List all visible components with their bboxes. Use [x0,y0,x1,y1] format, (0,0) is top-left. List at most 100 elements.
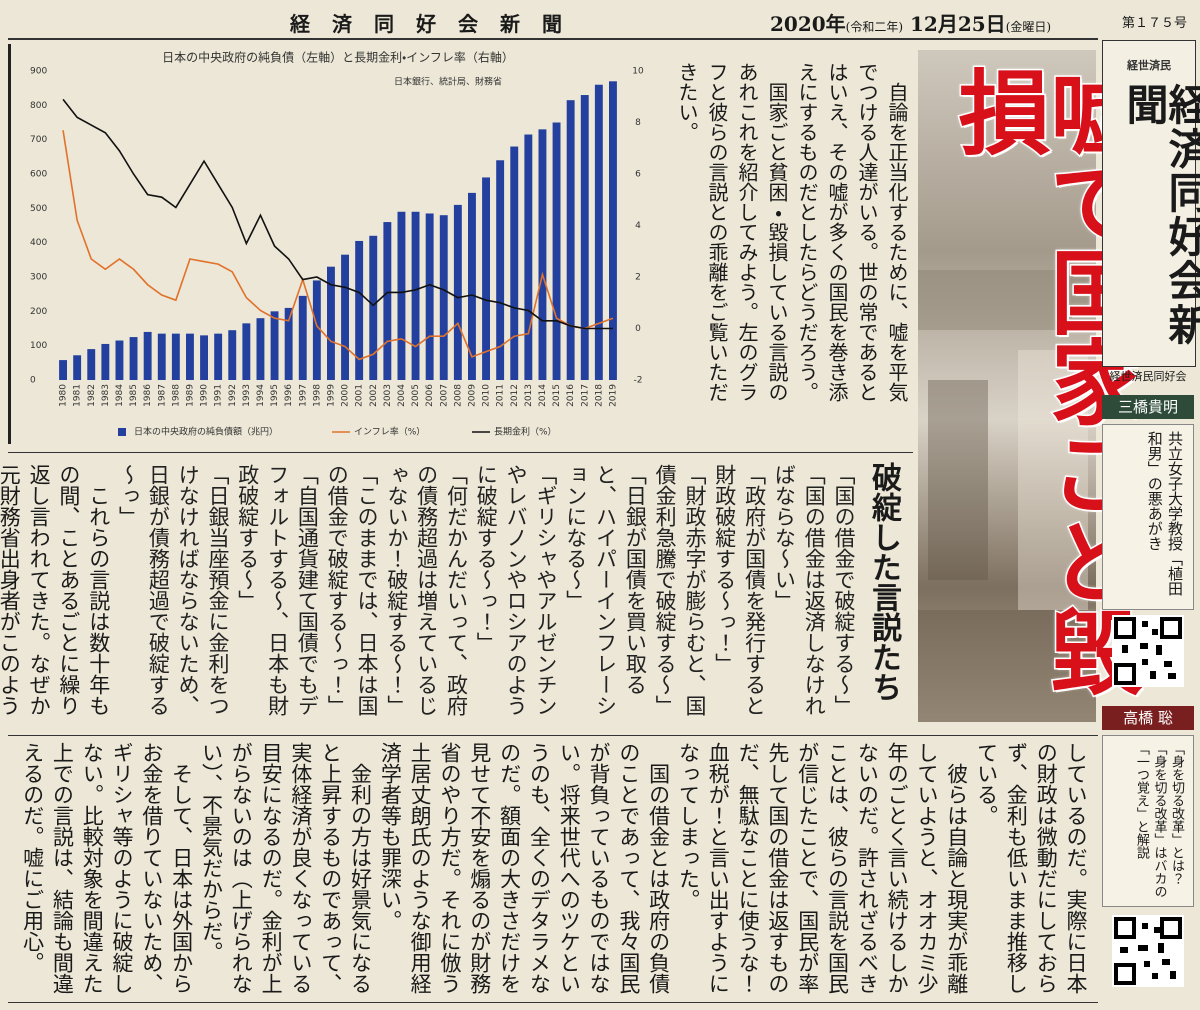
x-tick-label: 2018 [594,384,604,407]
x-tick-label: 1997 [298,384,308,407]
x-tick-label: 2016 [566,384,576,407]
x-tick-label: 2014 [538,384,548,407]
bar [355,240,364,380]
x-tick-label: 1993 [242,384,252,407]
paragraph: 彼らは自論と現実が乖離していようと、オオカミ少年のごとく言い続けるしかないのだ。… [676,742,969,994]
paragraph: 自論を正当化するために、嘘を平気でつける人達がいる。世の常であるとはいえ、その嘘… [795,62,909,402]
sidebar-paper-name: 経済同好会新聞 [1120,83,1200,347]
y-tick-label: 0 [30,376,36,386]
paragraph: 「ギリシャやアルゼンチンやレバノンやロシアのように破綻する～っ！」 [474,464,558,716]
bar [411,211,420,380]
bar [200,335,208,380]
x-tick-label: 1999 [326,384,336,407]
bar [552,122,561,380]
bar [609,81,617,381]
issue-date: 2020年(令和二年) 12月25日(金曜日) [770,8,1051,37]
bar [256,318,265,380]
bar [397,211,406,380]
chart: 日本の中央政府の純負債（左軸）と長期金利・インフレ率（右軸） 日本銀行、統計局、… [30,50,644,438]
x-tick-label: 2011 [496,384,506,407]
date-era: (令和二年) [845,20,904,34]
x-tick-label: 2002 [369,384,379,407]
bar [115,340,124,380]
bar [157,333,166,380]
sidebar-masthead: 経世済民 経済同好会新聞 [1102,40,1200,367]
y-tick-label: 400 [30,238,47,248]
paragraph: そして、日本は外国からお金を借りていないため、ギリシャ等のように破綻しない。比較… [20,742,194,994]
legend-label: 日本の中央政府の純負債額（兆円） [134,426,278,438]
y-tick-label: 900 [30,67,47,77]
y2-tick-label: 2 [635,273,641,283]
x-tick-label: 2010 [482,384,492,407]
bar [383,222,392,380]
section-rule [8,452,913,453]
x-tick-label: 1988 [171,384,181,407]
bar [73,355,82,380]
author-tag: 高橋 聡 [1102,706,1194,730]
lead-article: 自論を正当化するために、嘘を平気でつける人達がいる。世の常であるとはいえ、その嘘… [675,62,912,412]
bar [270,311,279,380]
x-tick-label: 1996 [284,384,294,407]
line [62,130,614,361]
bar [143,331,152,380]
x-tick-label: 1998 [312,384,322,407]
bottom-article: しているのだ。実際に日本の財政は微動だにしておらず、金利も低いまま推移している。… [21,742,1090,1004]
y-tick-label: 200 [30,307,47,317]
section-article: 「国の借金で破綻する～」 「国の借金は返済しなければならな～い」 「政府が国債を発行… [0,464,858,726]
paragraph: 「日銀当座預金に金利をつけなければならないため、日銀が債務超過で破綻する～っ」 [116,464,230,716]
legend-label: 長期金利（%） [494,426,557,438]
bar [524,134,533,380]
paragraph: 金利の方は好景気になると上昇するものであって、実体経済が良くなっている目安になる… [199,742,373,994]
y-tick-label: 300 [30,273,47,283]
bar [538,129,547,380]
x-tick-label: 2019 [608,384,618,407]
chart-source: 日本銀行、統計局、財務省 [394,76,502,88]
paragraph: 「このままでは、日本は国の借金で破綻する～っ！」 [325,464,379,716]
y2-tick-label: 6 [635,170,641,180]
section-heading: 破綻した言説たち [866,462,901,702]
bar [580,95,589,381]
paragraph: 「何だかんだいって、政府の債務超過は増えているじゃないか！破綻する～！」 [384,464,469,716]
bar [594,84,603,380]
x-tick-label: 2009 [467,384,477,407]
bar [214,333,223,380]
x-tick-label: 2000 [341,384,351,407]
bar [425,213,434,380]
y-tick-label: 600 [30,170,47,180]
bar [284,307,293,380]
y-tick-label: 500 [30,204,47,214]
x-tick-label: 1981 [73,384,83,407]
y2-tick-label: 8 [635,118,641,128]
bar [482,177,490,380]
bar [87,349,96,380]
x-tick-label: 1991 [214,384,224,407]
photo [918,50,1096,722]
y2-tick-label: -2 [634,376,643,386]
bar [341,254,349,380]
chart-edge [8,44,11,444]
sidebar-motto: 経世済民 [1127,59,1171,72]
x-tick-label: 1982 [87,384,97,407]
x-tick-label: 2008 [453,384,463,407]
section-rule [8,735,1098,736]
date-year: 2020年 [770,12,846,36]
y2-tick-label: 10 [632,67,644,77]
x-tick-label: 2013 [524,384,534,407]
x-tick-label: 1994 [256,384,266,407]
x-tick-label: 2012 [510,384,520,407]
x-tick-label: 2007 [439,384,449,407]
bar [312,280,321,380]
x-tick-label: 1987 [157,384,167,407]
masthead: 経済同好会新聞 [290,12,584,36]
legend-swatch [118,428,126,436]
x-tick-label: 2006 [425,384,435,407]
date-weekday: (金曜日) [1005,20,1052,34]
y-tick-label: 100 [30,341,47,351]
x-tick-label: 2001 [355,384,365,407]
bar [129,337,138,380]
header-rule [8,38,1098,40]
bar [101,343,110,380]
photo-art [918,270,1096,722]
bar [496,160,505,380]
